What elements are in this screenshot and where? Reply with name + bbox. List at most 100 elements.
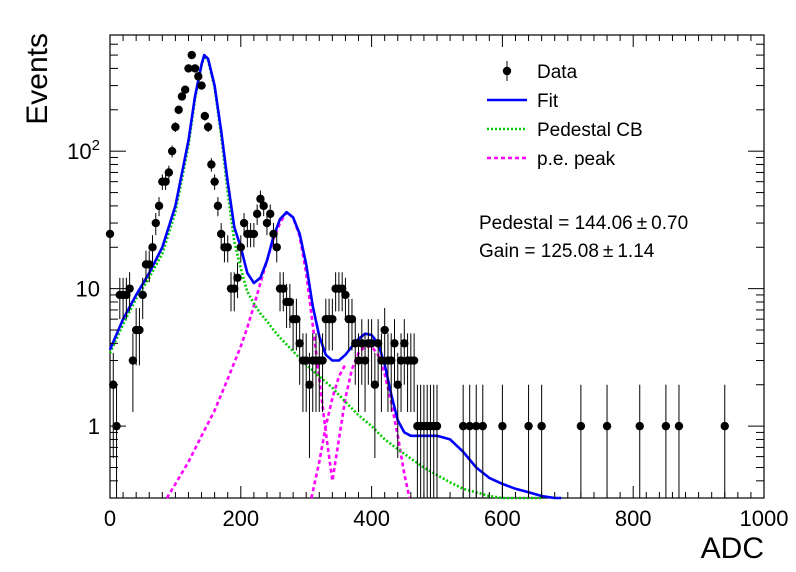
data-point [269, 229, 278, 239]
data-point [200, 111, 210, 121]
data-point [465, 421, 474, 431]
data-point [213, 201, 223, 211]
data-point [576, 421, 586, 431]
x-axis-title: ADC [701, 532, 764, 565]
data-point [292, 314, 301, 324]
legend-label: Fit [537, 91, 559, 112]
data-point [661, 421, 671, 431]
y-tick-label: 102 [67, 137, 100, 164]
data-point [478, 421, 487, 431]
data-point [262, 218, 272, 228]
data-point [635, 421, 644, 431]
data-point [409, 356, 419, 365]
data-point [259, 201, 268, 211]
data-point [122, 290, 131, 300]
data-point [128, 356, 138, 365]
data-point [135, 325, 144, 335]
legend-label: Data [537, 62, 578, 83]
pe-peak-layer [165, 210, 411, 499]
data-point [357, 339, 366, 348]
data-point [174, 105, 183, 114]
data-point [197, 81, 206, 90]
data-point [360, 356, 370, 365]
data-point [171, 122, 180, 132]
data-point [236, 243, 245, 252]
pedestal-error: 0.70 [651, 213, 688, 234]
gain-stat-text: Gain = 125.08 ±1.14 [479, 241, 655, 262]
data-point [393, 380, 402, 389]
p-e-peak-curve [165, 210, 411, 499]
data-point [207, 160, 216, 169]
data-point [239, 218, 249, 228]
data-point [373, 339, 383, 348]
fit-layer [108, 53, 562, 500]
data-point [377, 356, 386, 365]
data-point [537, 421, 546, 431]
data-point [181, 85, 190, 94]
data-point [302, 356, 311, 365]
pedestal-stat-text: Pedestal = 144.06 ±0.70 [479, 213, 688, 234]
fit-curve [108, 53, 562, 500]
data-point [125, 284, 134, 293]
data-point [210, 177, 219, 186]
data-point [190, 64, 200, 73]
legend-data-marker [502, 66, 512, 76]
data-point [223, 243, 232, 252]
data-point [279, 284, 288, 293]
data-point [138, 290, 147, 300]
data-point [432, 421, 442, 431]
legend: Data Fit Pedestal CB p.e. peak [487, 61, 643, 170]
pedestal-value: Pedestal = 144.06 [479, 213, 633, 234]
pedestal-cb-curve [108, 54, 542, 500]
data-point [161, 177, 170, 186]
data-point [145, 260, 154, 269]
y-tick-label: 10 [76, 277, 100, 302]
gain-error: 1.14 [617, 241, 654, 262]
data-point [285, 297, 295, 307]
data-point [347, 314, 357, 324]
y-tick-label: 1 [88, 414, 100, 439]
pedestal-cb-layer [108, 54, 542, 500]
legend-label: p.e. peak [537, 149, 616, 170]
data-point [154, 201, 164, 211]
data-point [602, 421, 612, 431]
axis-ticks-layer: 0 200 400 600 800 1000 1 10 102 [67, 34, 789, 531]
data-point [351, 339, 360, 348]
data-point [164, 168, 174, 177]
data-point [194, 72, 203, 81]
data-point [233, 273, 242, 282]
y-axis-title: Events [21, 33, 54, 125]
data-point [256, 194, 265, 204]
data-point [524, 421, 533, 431]
data-point [387, 356, 396, 365]
data-point [674, 421, 684, 431]
data-point [498, 421, 507, 431]
data-point [177, 92, 187, 101]
data-point [354, 356, 363, 365]
data-point [148, 243, 157, 252]
data-point [341, 290, 350, 300]
data-point [396, 356, 406, 365]
data-point [184, 64, 193, 73]
p-e-peak-2nd-curve [310, 363, 347, 499]
data-point [230, 284, 239, 293]
data-point [187, 50, 196, 60]
legend-label: Pedestal CB [537, 120, 643, 141]
data-point [400, 339, 409, 348]
data-point [318, 356, 327, 365]
data-point [458, 421, 468, 431]
data-point [305, 380, 314, 389]
x-tick-label: 600 [484, 506, 521, 531]
data-point [370, 380, 380, 389]
data-point [252, 209, 262, 219]
data-point [105, 229, 115, 239]
x-tick-label: 200 [222, 506, 259, 531]
data-point [266, 209, 275, 219]
x-tick-label: 0 [104, 506, 116, 531]
data-point [203, 122, 213, 132]
data-point [167, 146, 177, 156]
data-point [390, 339, 399, 348]
data-point [295, 339, 304, 348]
x-tick-label: 1000 [740, 506, 789, 531]
